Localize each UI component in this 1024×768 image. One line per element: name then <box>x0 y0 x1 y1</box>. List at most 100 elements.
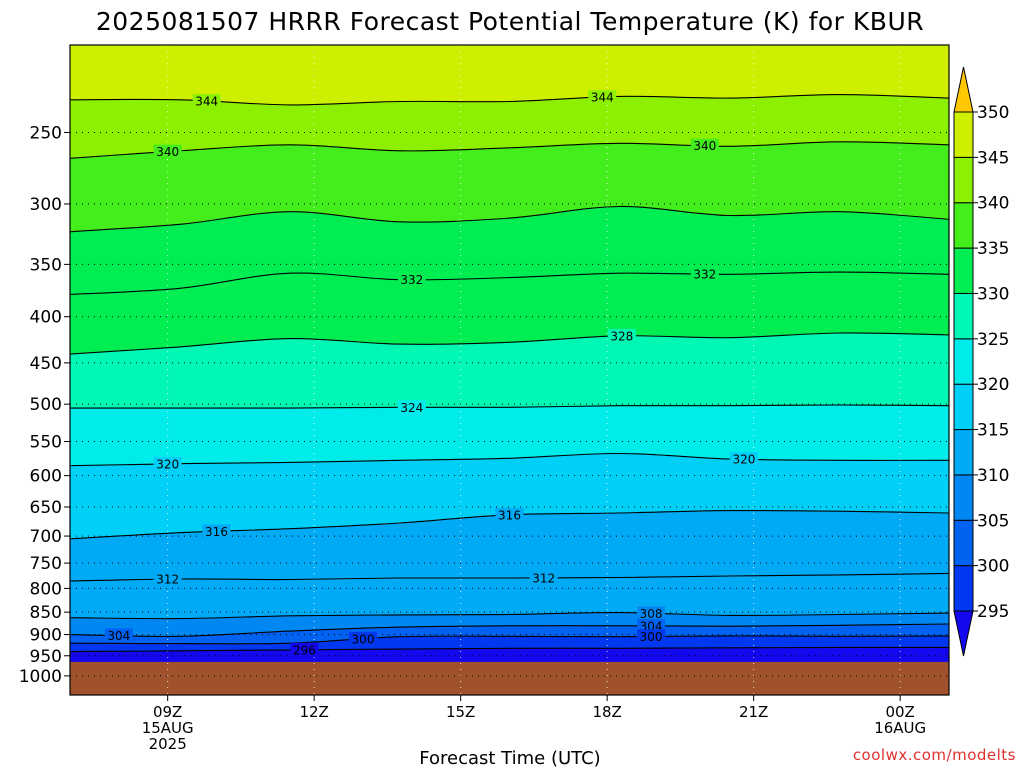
chart-title: 2025081507 HRRR Forecast Potential Tempe… <box>96 7 924 36</box>
contour-300 <box>70 635 949 645</box>
colorbar-extend-high <box>953 66 974 113</box>
contour-label-bg <box>290 642 319 657</box>
contour-label: 300 <box>640 630 663 644</box>
contour-label-bg <box>588 90 617 105</box>
y-tick-label: 1000 <box>19 667 62 687</box>
y-axis-ticks: 250 300 350 400 450 500 550 600 650 700 750 800 850 9… <box>19 123 70 687</box>
contour-label: 300 <box>352 632 375 646</box>
colorbar: 295 300 305 310 315 320 325 330 335 340 345 350 <box>953 66 1009 657</box>
y-tick-label: 900 <box>30 626 62 646</box>
contour-340 <box>70 141 949 159</box>
colorbar-tick-label: 320 <box>977 375 1009 395</box>
colorbar-tick-label: 340 <box>977 194 1009 214</box>
contour-label: 332 <box>400 273 423 287</box>
y-tick-label: 350 <box>30 255 62 275</box>
contour-label: 296 <box>293 643 316 657</box>
contour-296 <box>70 646 949 653</box>
x-axis-label: Forecast Time (UTC) <box>419 748 600 768</box>
y-tick-label: 850 <box>30 603 62 623</box>
contour-label: 344 <box>195 95 218 109</box>
x-tick-label: 12Z <box>299 703 328 721</box>
contour-label: 340 <box>156 145 179 159</box>
y-tick-label: 450 <box>30 354 62 374</box>
below-ground-mask <box>70 661 949 695</box>
contour-label-bg <box>637 618 666 633</box>
contour-320 <box>70 452 949 467</box>
x-tick-label: 09Z <box>153 703 182 721</box>
contour-label: 344 <box>591 91 614 105</box>
x-tick-label: 00Z <box>885 703 914 721</box>
ground-fill <box>70 661 949 695</box>
contour-label: 324 <box>400 401 423 415</box>
colorbar-segment <box>953 565 974 612</box>
colorbar-tick-label: 345 <box>977 148 1009 168</box>
colorbar-tick-label: 315 <box>977 421 1009 441</box>
contour-label-bg <box>202 524 231 539</box>
colorbar-tick-label: 295 <box>977 602 1009 622</box>
colorbar-segment <box>953 247 974 294</box>
contour-label-bg <box>607 328 636 343</box>
contour-label-bg <box>153 144 182 159</box>
contour-label-bg <box>729 452 758 467</box>
y-tick-label: 800 <box>30 579 62 599</box>
contour-label-bg <box>397 272 426 287</box>
colorbar-tick-label: 330 <box>977 284 1009 304</box>
contour-label: 340 <box>693 139 716 153</box>
contour-label-bg <box>397 400 426 415</box>
y-tick-label: 700 <box>30 527 62 547</box>
colorbar-segment <box>953 111 974 158</box>
x-tick-label: 15Z <box>446 703 475 721</box>
y-tick-label: 650 <box>30 498 62 518</box>
colorbar-tick-label: 310 <box>977 466 1009 486</box>
contour-label: 320 <box>156 457 179 471</box>
contour-label-bg <box>153 572 182 587</box>
y-tick-label: 550 <box>30 433 62 453</box>
contour-336 <box>70 205 949 233</box>
plot-frame <box>69 44 950 696</box>
contour-label-bg <box>349 631 377 646</box>
x-tick-label: 2025 <box>149 735 187 753</box>
contour-304 <box>70 623 949 637</box>
colorbar-tick-label: 300 <box>977 557 1009 577</box>
contour-label: 308 <box>640 607 663 621</box>
contour-label-bg <box>690 267 719 282</box>
y-tick-label: 500 <box>30 395 62 415</box>
y-tick-label: 600 <box>30 467 62 487</box>
contour-328 <box>70 332 949 355</box>
y-tick-label: 750 <box>30 554 62 574</box>
colorbar-tick-label: 325 <box>977 330 1009 350</box>
contour-308 <box>70 612 949 620</box>
x-tick-label: 16AUG <box>874 719 926 737</box>
contour-label: 320 <box>732 453 755 467</box>
contour-label: 312 <box>532 571 555 585</box>
colorbar-segment <box>953 474 974 521</box>
colorbar-segment <box>953 338 974 385</box>
contour-324 <box>70 404 949 409</box>
contour-label-bg <box>192 94 221 109</box>
contour-label: 304 <box>107 629 130 643</box>
x-tick-label: 15AUG <box>142 719 194 737</box>
colorbar-segment <box>953 292 974 340</box>
colorbar-segment <box>953 519 974 567</box>
colorbar-tick-label: 335 <box>977 239 1009 259</box>
contour-label: 328 <box>610 329 633 343</box>
credit-text: coolwx.com/modelts <box>853 746 1016 764</box>
contour-312 <box>70 572 949 582</box>
contour-label: 312 <box>156 573 179 587</box>
contour-label: 316 <box>205 525 228 539</box>
colorbar-tick-label: 350 <box>977 103 1009 123</box>
colorbar-tick-label: 305 <box>977 511 1009 531</box>
contour-label-bg <box>637 606 666 621</box>
contour-label-bg <box>104 628 133 643</box>
colorbar-segment <box>953 429 974 476</box>
colorbar-extend-low <box>953 610 974 657</box>
y-tick-label: 250 <box>30 123 62 143</box>
contour-label-bg <box>637 629 666 644</box>
contour-label-bg <box>690 138 719 153</box>
colorbar-segment <box>953 383 974 431</box>
x-tick-label: 18Z <box>592 703 621 721</box>
contour-label: 332 <box>693 268 716 282</box>
y-tick-label: 300 <box>30 195 62 215</box>
contour-label-bg <box>153 456 182 471</box>
